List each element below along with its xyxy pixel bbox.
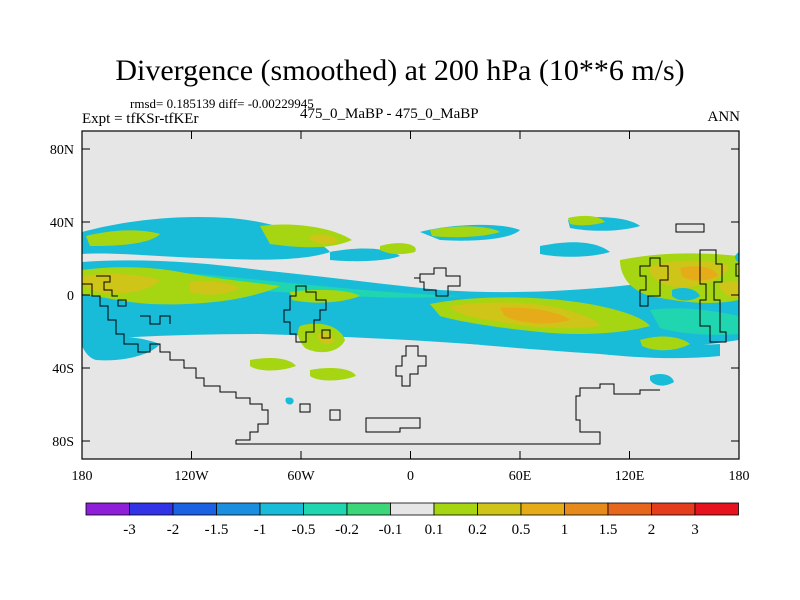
lon-tick-label: 120W: [174, 469, 209, 484]
colorbar-label: -1.5: [205, 522, 229, 538]
lon-tick-label: 180: [72, 469, 93, 484]
colorbar-swatch: [346, 502, 391, 516]
lat-tick-label: 40N: [50, 216, 74, 231]
colorbar-swatch: [172, 502, 217, 516]
colorbar-swatch: [694, 502, 739, 516]
colorbar-swatch: [651, 502, 696, 516]
lat-tick-label: 0: [67, 289, 74, 304]
colorbar-label: 0.1: [425, 522, 444, 538]
colorbar-label: 0.2: [468, 522, 487, 538]
lat-tick-label: 80N: [50, 143, 74, 158]
lon-tick-label: 60W: [287, 469, 315, 484]
colorbar-swatch: [433, 502, 478, 516]
colorbar-swatch: [259, 502, 304, 516]
lon-tick-label: 120E: [615, 469, 645, 484]
colorbar-swatch: [390, 502, 435, 516]
colorbar-swatch: [85, 502, 130, 516]
colorbar-label: -0.2: [335, 522, 359, 538]
lon-tick-label: 0: [407, 469, 414, 484]
colorbar-swatch: [216, 502, 261, 516]
colorbar-label: -0.1: [379, 522, 403, 538]
colorbar-label: -1: [254, 522, 267, 538]
map-title: Divergence (smoothed) at 200 hPa (10**6 …: [115, 54, 685, 87]
colorbar-label: 3: [691, 522, 699, 538]
colorbar-label: 1.5: [599, 522, 618, 538]
colorbar-swatch: [129, 502, 174, 516]
colorbar-swatch: [564, 502, 609, 516]
coastlines: [82, 223, 739, 445]
axis-ticks: [81, 131, 740, 459]
colorbar-label: -0.5: [292, 522, 316, 538]
case-label: 475_0_MaBP - 475_0_MaBP: [300, 106, 479, 122]
divergence-field: [82, 215, 739, 405]
experiment-label: Expt = tfKSr-tfKEr: [82, 111, 199, 127]
colorbar-label: -2: [167, 522, 180, 538]
stats-line: rmsd= 0.185139 diff= -0.00229945: [130, 96, 314, 111]
colorbar-swatch: [607, 502, 652, 516]
lon-tick-label: 60E: [509, 469, 532, 484]
colorbar-label: 0.5: [512, 522, 531, 538]
colorbar-label: 2: [648, 522, 656, 538]
colorbar-label: -3: [123, 522, 136, 538]
lat-tick-label: 40S: [52, 362, 74, 377]
colorbar-swatch: [303, 502, 348, 516]
colorbar-swatch: [477, 502, 522, 516]
colorbar-swatch: [520, 502, 565, 516]
colorbar: -3 -2 -1.5 -1 -0.5 -0.2 -0.1 0.1 0.2 0.5 1 1.5 2 3: [85, 502, 739, 538]
colorbar-label: 1: [561, 522, 569, 538]
season-label: ANN: [707, 109, 741, 125]
lat-tick-label: 80S: [52, 435, 74, 450]
lon-tick-label: 180: [729, 469, 750, 484]
